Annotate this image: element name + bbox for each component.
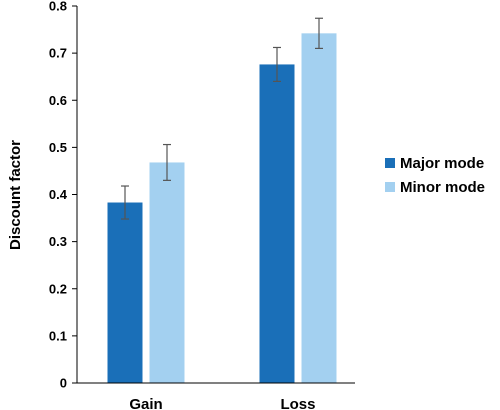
legend-swatch xyxy=(385,158,395,168)
legend-label: Major mode xyxy=(400,155,484,172)
legend-swatch xyxy=(385,182,395,192)
y-tick-label: 0 xyxy=(60,376,67,391)
x-category-label: Gain xyxy=(129,396,162,410)
y-axis-ticks: 0 0.1 0.2 0.3 0.4 0.5 0.6 0.7 0.8 xyxy=(49,0,77,391)
bars-group xyxy=(107,33,337,384)
y-tick-label: 0.3 xyxy=(49,234,67,249)
y-tick-label: 0.4 xyxy=(49,187,68,202)
bar-loss-minor-mode xyxy=(301,33,337,384)
legend: Major mode Minor mode xyxy=(385,155,485,196)
bar-gain-major-mode xyxy=(107,202,143,383)
y-axis-title: Discount factor xyxy=(7,140,24,250)
y-tick-label: 0.6 xyxy=(49,93,67,108)
bar-loss-major-mode xyxy=(259,64,295,383)
y-tick-label: 0.1 xyxy=(49,328,67,343)
legend-label: Minor mode xyxy=(400,179,485,196)
bar-gain-minor-mode xyxy=(149,162,185,383)
y-tick-label: 0.2 xyxy=(49,281,67,296)
y-tick-label: 0.7 xyxy=(49,46,67,61)
x-category-label: Loss xyxy=(280,396,315,410)
x-axis-labels: Gain Loss xyxy=(129,396,315,410)
y-tick-label: 0.8 xyxy=(49,0,67,14)
error-bars-group xyxy=(121,17,323,220)
y-tick-label: 0.5 xyxy=(49,140,67,155)
